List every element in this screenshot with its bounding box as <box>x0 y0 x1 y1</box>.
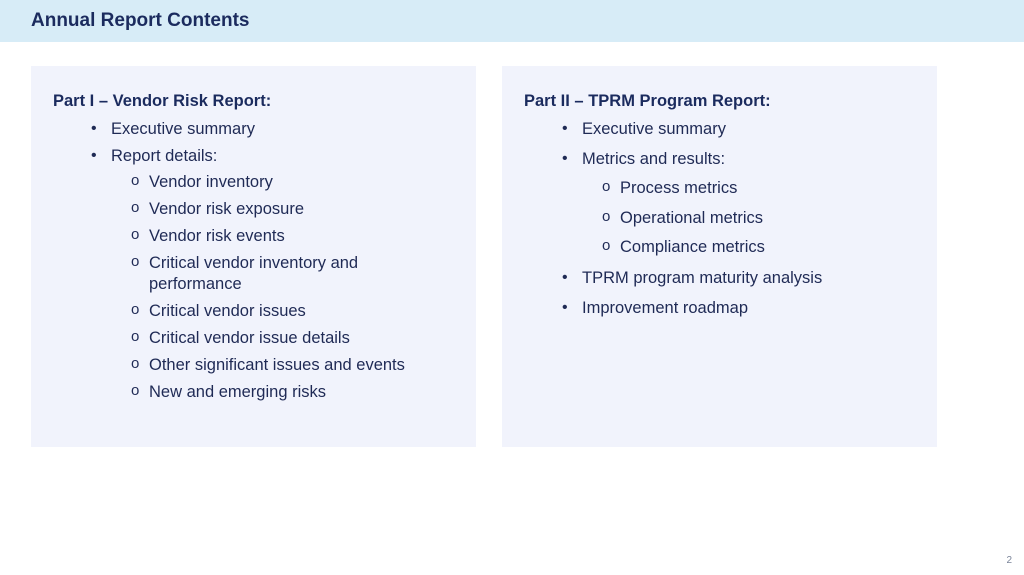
circle-bullet-icon: o <box>131 199 140 216</box>
sub-list-item: o Vendor risk exposure <box>31 199 476 220</box>
circle-bullet-icon: o <box>131 226 140 243</box>
title-bar: Annual Report Contents <box>0 0 1024 42</box>
sub-list-item-text: Vendor risk events <box>149 227 285 245</box>
part-two-outline: • Executive summary • Metrics and result… <box>502 118 937 327</box>
list-item-text: Report details: <box>111 147 218 165</box>
circle-bullet-icon: o <box>131 328 140 345</box>
sub-list-item: o Vendor risk events <box>31 226 476 247</box>
part-two-heading: Part II – TPRM Program Report: <box>524 92 771 110</box>
sub-list-item: o Process metrics <box>502 178 937 199</box>
sub-list-item: o Vendor inventory <box>31 172 476 193</box>
circle-bullet-icon: o <box>602 237 611 254</box>
part-two-panel: Part II – TPRM Program Report: • Executi… <box>502 66 937 447</box>
list-item: • Improvement roadmap <box>502 297 937 319</box>
list-item: • Executive summary <box>502 118 937 140</box>
page-title: Annual Report Contents <box>31 10 250 31</box>
sub-list-item: o Other significant issues and events <box>31 355 476 376</box>
bullet-icon: • <box>562 150 568 167</box>
bullet-icon: • <box>562 268 568 286</box>
list-item: • TPRM program maturity analysis <box>502 267 937 289</box>
sub-list-item-text: Process metrics <box>620 179 738 197</box>
sub-list-item-text: Critical vendor issues <box>149 302 306 320</box>
circle-bullet-icon: o <box>602 207 611 225</box>
sub-list-item-text: Other significant issues and events <box>149 356 405 374</box>
circle-bullet-icon: o <box>131 382 140 399</box>
part-one-panel: Part I – Vendor Risk Report: • Executive… <box>31 66 476 447</box>
sub-list-item-text: Critical vendor inventory and performanc… <box>149 254 359 293</box>
bullet-icon: • <box>91 120 97 137</box>
bullet-icon: • <box>562 120 568 137</box>
circle-bullet-icon: o <box>602 178 611 195</box>
bullet-icon: • <box>91 147 97 164</box>
circle-bullet-icon: o <box>131 301 140 318</box>
sub-list-item-text: Critical vendor issue details <box>149 329 350 347</box>
sub-list-item-text: Vendor risk exposure <box>149 200 305 218</box>
sub-list-item: o Critical vendor inventory and performa… <box>31 253 476 295</box>
part-one-outline: • Executive summary • Report details: o … <box>31 118 476 409</box>
sub-list-item-text: Vendor inventory <box>149 173 273 191</box>
sub-list-item-text: Compliance metrics <box>620 238 765 256</box>
sub-list-item: o Critical vendor issues <box>31 301 476 322</box>
page-number: 2 <box>1006 555 1012 566</box>
list-item-text: Executive summary <box>582 120 726 138</box>
sub-list-item: o Operational metrics <box>502 208 937 229</box>
sub-list-item-text: Operational metrics <box>620 208 764 227</box>
list-item-text: Improvement roadmap <box>582 298 748 317</box>
circle-bullet-icon: o <box>131 355 140 372</box>
list-item: • Executive summary <box>31 118 476 140</box>
list-item-text: Metrics and results: <box>582 150 726 168</box>
list-item-text: TPRM program maturity analysis <box>582 268 823 287</box>
sub-list-item: o New and emerging risks <box>31 382 476 403</box>
list-item: • Report details: <box>31 145 476 167</box>
sub-list-item-text: New and emerging risks <box>149 383 326 401</box>
circle-bullet-icon: o <box>131 253 140 270</box>
circle-bullet-icon: o <box>131 172 140 189</box>
sub-list-item: o Compliance metrics <box>502 237 937 258</box>
bullet-icon: • <box>562 298 568 316</box>
sub-list-item: o Critical vendor issue details <box>31 328 476 349</box>
list-item: • Metrics and results: <box>502 148 937 170</box>
part-one-heading: Part I – Vendor Risk Report: <box>53 92 272 110</box>
list-item-text: Executive summary <box>111 120 255 138</box>
